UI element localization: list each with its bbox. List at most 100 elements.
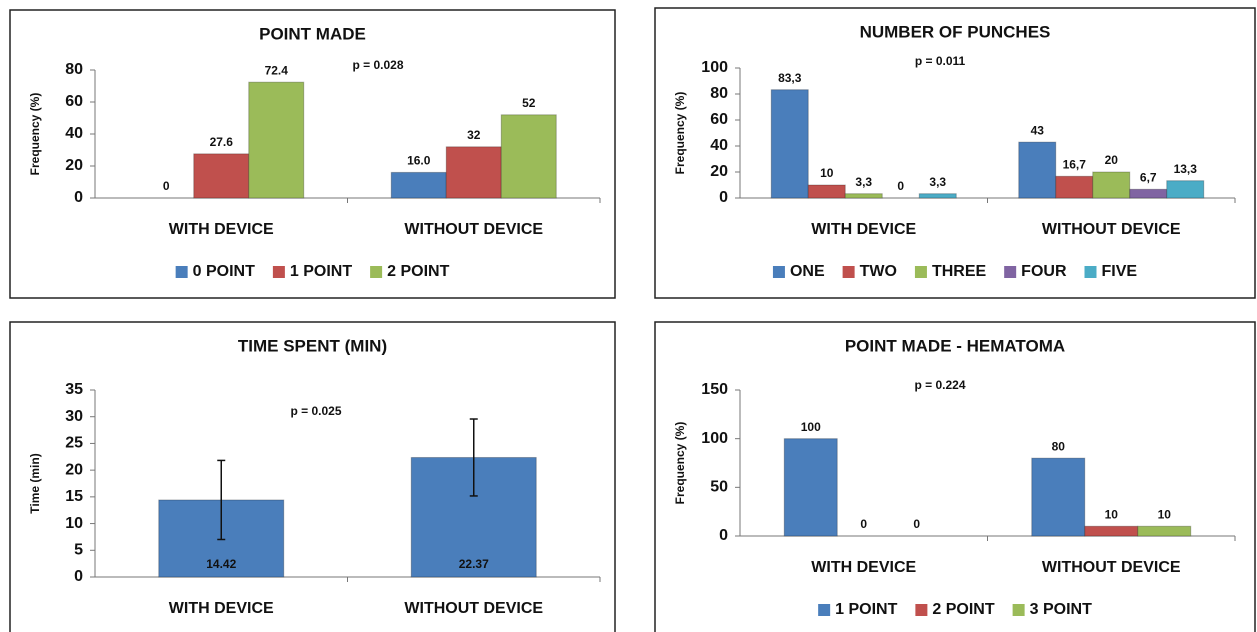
legend-swatch — [175, 266, 188, 278]
x-tick-label: WITH DEVICE — [169, 221, 274, 238]
legend-swatch — [842, 266, 855, 278]
value-label: 43 — [1031, 123, 1045, 137]
value-label: 80 — [1052, 439, 1066, 453]
legend-label: ONE — [790, 263, 825, 280]
annotation: p = 0.028 — [352, 58, 403, 72]
bar — [1166, 180, 1205, 199]
x-tick-label: WITHOUT DEVICE — [1042, 221, 1181, 238]
value-label: 16.0 — [407, 154, 431, 168]
legend-label: 2 POINT — [387, 263, 449, 280]
y-tick-label: 0 — [74, 568, 83, 585]
bar — [445, 146, 502, 199]
legend-swatch — [370, 266, 383, 278]
legend-swatch — [1084, 266, 1097, 278]
y-tick-label: 25 — [65, 435, 83, 452]
value-label: 72.4 — [265, 63, 289, 77]
value-label: 0 — [163, 179, 170, 193]
y-tick-label: 80 — [710, 85, 728, 102]
annotation: p = 0.224 — [914, 378, 965, 392]
value-label: 3,3 — [855, 175, 872, 189]
y-axis-label: Frequency (%) — [673, 92, 687, 175]
chart-title: NUMBER OF PUNCHES — [860, 22, 1051, 41]
value-label: 27.6 — [210, 135, 234, 149]
panel — [654, 7, 1256, 299]
y-tick-label: 150 — [701, 381, 728, 398]
legend-label: 3 POINT — [1030, 601, 1092, 618]
y-tick-label: 20 — [710, 163, 728, 180]
bar — [1129, 188, 1168, 199]
legend: 0 POINT 1 POINT 2 POINT — [175, 263, 450, 280]
legend-label: FOUR — [1021, 263, 1067, 280]
x-tick-label: WITHOUT DEVICE — [404, 600, 543, 617]
legend: ONE TWO THREE FOUR FIVE — [772, 263, 1138, 280]
bar — [248, 81, 305, 199]
bar — [1084, 525, 1139, 537]
value-label: 32 — [467, 128, 481, 142]
value-label: 3,3 — [929, 175, 946, 189]
y-tick-label: 100 — [701, 430, 728, 447]
panel — [654, 321, 1256, 632]
legend-swatch — [1012, 604, 1025, 616]
bar — [770, 89, 809, 199]
y-tick-label: 60 — [710, 111, 728, 128]
legend-swatch — [915, 604, 928, 616]
value-label: 52 — [522, 96, 536, 110]
value-label: 13,3 — [1174, 162, 1198, 176]
legend-label: 0 POINT — [193, 263, 255, 280]
value-label: 0 — [860, 517, 867, 531]
chart-title: TIME SPENT (MIN) — [238, 336, 387, 355]
bar — [1137, 525, 1192, 537]
chart-title: POINT MADE - HEMATOMA — [845, 336, 1065, 355]
annotation: p = 0.011 — [915, 54, 966, 68]
value-label: 0 — [913, 517, 920, 531]
y-tick-label: 20 — [65, 157, 83, 174]
chart-title: POINT MADE — [259, 24, 366, 43]
y-tick-label: 60 — [65, 93, 83, 110]
legend-label: 1 POINT — [290, 263, 352, 280]
bar — [783, 438, 838, 537]
y-tick-label: 15 — [65, 488, 83, 505]
legend-label: TWO — [860, 263, 897, 280]
legend-label: FIVE — [1102, 263, 1138, 280]
y-tick-label: 100 — [701, 59, 728, 76]
x-tick-label: WITHOUT DEVICE — [1042, 559, 1181, 576]
y-tick-label: 30 — [65, 408, 83, 425]
y-tick-label: 50 — [710, 479, 728, 496]
value-label: 14.42 — [206, 557, 236, 571]
bar — [390, 171, 447, 199]
value-label: 10 — [1158, 507, 1172, 521]
legend-swatch — [914, 266, 927, 278]
legend-swatch — [818, 604, 831, 616]
value-label: 10 — [1105, 507, 1119, 521]
value-label: 20 — [1105, 153, 1119, 167]
x-tick-label: WITH DEVICE — [811, 221, 916, 238]
value-label: 22.37 — [459, 557, 489, 571]
bar — [1031, 457, 1086, 537]
y-axis-label: Frequency (%) — [28, 93, 42, 176]
bar — [1055, 175, 1094, 199]
x-tick-label: WITH DEVICE — [811, 559, 916, 576]
x-tick-label: WITH DEVICE — [169, 600, 274, 617]
y-tick-label: 0 — [719, 527, 728, 544]
y-tick-label: 5 — [74, 542, 83, 559]
y-tick-label: 20 — [65, 461, 83, 478]
bar — [500, 114, 557, 199]
y-tick-label: 35 — [65, 381, 83, 398]
legend-label: THREE — [932, 263, 987, 280]
y-tick-label: 10 — [65, 515, 83, 532]
legend-swatch — [1004, 266, 1017, 278]
legend: 1 POINT 2 POINT 3 POINT — [818, 601, 1092, 618]
bar — [193, 153, 250, 199]
legend-label: 1 POINT — [835, 601, 897, 618]
y-tick-label: 80 — [65, 61, 83, 78]
y-tick-label: 0 — [74, 189, 83, 206]
y-tick-label: 40 — [710, 137, 728, 154]
value-label: 0 — [897, 179, 904, 193]
x-tick-label: WITHOUT DEVICE — [404, 221, 543, 238]
y-axis-label: Time (min) — [28, 453, 42, 513]
annotation: p = 0.025 — [290, 404, 341, 418]
y-tick-label: 40 — [65, 125, 83, 142]
y-axis-label: Frequency (%) — [673, 422, 687, 505]
value-label: 6,7 — [1140, 170, 1157, 184]
value-label: 10 — [820, 166, 834, 180]
